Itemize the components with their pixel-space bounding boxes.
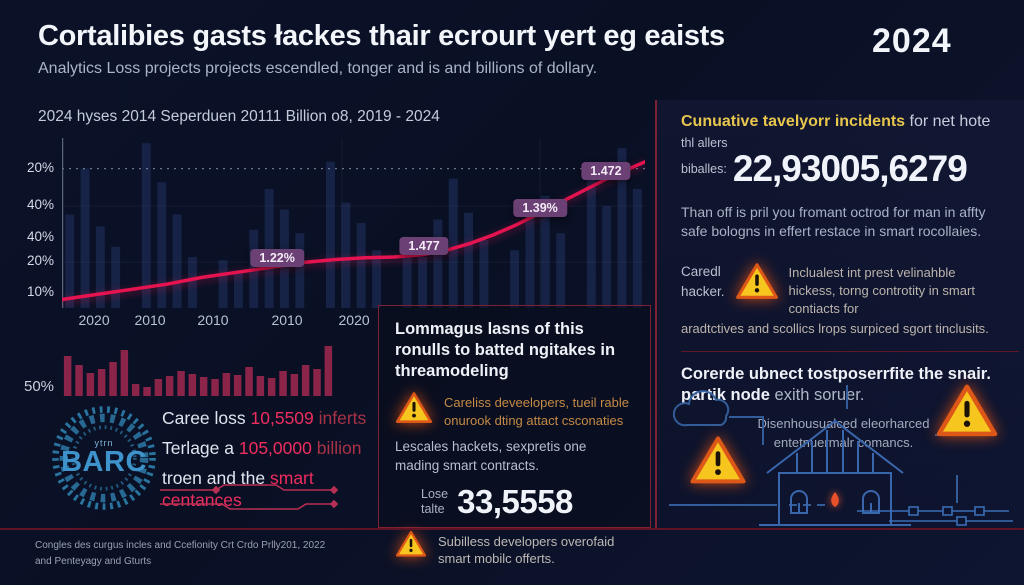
right-graphics: [657, 383, 1024, 528]
year-badge: 2024: [872, 22, 952, 60]
annotation-box: 1.477: [399, 236, 449, 255]
gear-icon: ytrn BARC: [48, 402, 160, 514]
footer-source: Congles des curgus incles and Ccefionity…: [35, 540, 326, 567]
caredl-row: Caredl hacker. Inclualest int prest veli…: [681, 262, 1006, 319]
y-tick-label: 10%: [26, 283, 54, 299]
x-axis-labels: 2020 2010 2010 2010 2020: [62, 312, 645, 332]
loss-stats: Caree loss 10,5509 inferts Terlage a 105…: [162, 408, 377, 520]
right-heading: Cunuative tavelyorr incidents for net ho…: [681, 113, 991, 130]
alert-dot: [831, 492, 839, 507]
stats-line-1: Caree loss 10,5509 inferts: [162, 408, 367, 428]
lose-value: 33,5558: [457, 482, 573, 520]
gear-ring-icon: [52, 406, 156, 510]
annotation-box: 1.22%: [250, 249, 304, 268]
y-axis-labels: 20% 40% 40% 20% 10%: [16, 138, 58, 308]
x-tick-label: 2010: [271, 312, 303, 328]
y-tick-label: 40%: [26, 229, 54, 245]
mid-warn-text-2: Subilless developers overofaid smart mob…: [438, 533, 615, 567]
lose-label: Lose talte: [421, 486, 449, 516]
lose-row: Lose talte 33,5558: [421, 483, 634, 521]
x-tick-label: 2020: [78, 312, 110, 328]
page-title: Cortalibies gasts łackes thair ecrourt y…: [38, 20, 725, 52]
warning-icon: [735, 262, 779, 301]
right-paragraph: Than off is pril you fromant octrod for …: [681, 203, 986, 240]
caredl-label: Caredl hacker.: [681, 263, 725, 299]
x-tick-label: 2010: [197, 312, 229, 328]
annotation-box: 1.472: [581, 161, 631, 180]
right-warn-text-3: aradtctives and scollics lrops surpiced …: [681, 320, 989, 336]
x-tick-label: 2010: [134, 312, 166, 328]
chart-title: 2024 hyses 2014 Seperduen 20111 Billion …: [38, 108, 440, 125]
mid-warn-row-2: Subilless developers overofaid smart mob…: [395, 530, 634, 568]
right-warn-text: Inclualest int prest velinahble hickess,…: [788, 264, 975, 317]
mid-warn-row-1: Careliss deveelopers, tueil rable onuroo…: [395, 391, 634, 429]
y-tick-label: 20%: [26, 253, 54, 269]
circuit-icon: [160, 484, 339, 510]
mid-panel: Lommagus lasns of this ronulls to batted…: [378, 305, 651, 566]
page-subtitle: Analytics Loss projects projects escendl…: [38, 60, 598, 77]
section-divider: [681, 350, 1019, 352]
main-chart-plot-area: 20% 40% 40% 20% 10% 2020 2010 2010 2010 2020 1.2…: [27, 138, 645, 328]
gear-label: BARC: [61, 446, 147, 478]
stats-line-2: Terlage a 105,0000 billion: [162, 437, 362, 458]
warning-icon: [395, 391, 433, 425]
y-tick-label: 20%: [26, 159, 54, 175]
annotation-box: 1.39%: [513, 199, 567, 218]
right-subline-2: biballes:: [681, 161, 727, 176]
warning-icon: [395, 530, 427, 558]
right-column: Cunuative tavelyorr incidents for net ho…: [655, 100, 1024, 528]
big-number-row: biballes: 22,93005,6279: [681, 148, 1006, 190]
main-chart: 2024 hyses 2014 Seperduen 20111 Billion …: [20, 100, 655, 335]
mid-panel-title: Lommagus lasns of this ronulls to batted…: [395, 320, 616, 381]
building-icon: [759, 419, 911, 526]
y-tick-label: 40%: [26, 197, 54, 212]
footer-divider: [0, 528, 1024, 530]
chart-annotations: 1.22% 1.477 1.39% 1.472: [62, 138, 645, 308]
cloud-icon: [672, 390, 730, 427]
big-number: 22,93005,6279: [732, 147, 968, 189]
small-chart-percent-label: 50%: [24, 378, 55, 395]
mid-warn-text-1: Careliss deveelopers, tueil rable onuroo…: [444, 395, 629, 428]
x-tick-label: 2020: [338, 312, 370, 328]
small-chart-plot: [63, 346, 333, 396]
gear-small-label: ytrn: [94, 438, 114, 448]
mid-body-text: Lescales hackets, sexpretis one mading s…: [395, 439, 587, 473]
right-subline-1: thl allers: [681, 135, 728, 150]
